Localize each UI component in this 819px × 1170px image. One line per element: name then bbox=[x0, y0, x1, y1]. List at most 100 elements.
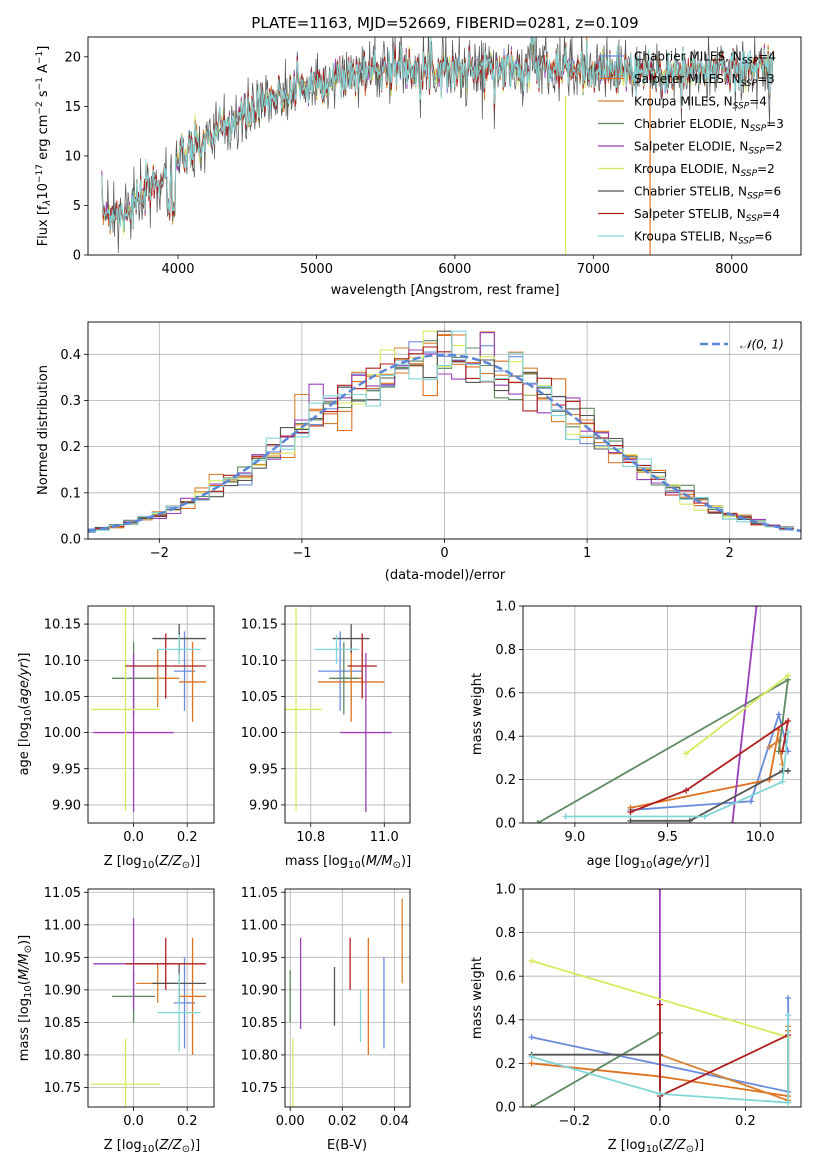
x-tick-label: 0.0 bbox=[650, 1114, 671, 1129]
y-tick-label: 0.8 bbox=[495, 926, 516, 941]
residual-legend: 𝒩(0, 1) bbox=[700, 338, 784, 352]
y-tick-label: 10 bbox=[64, 149, 81, 164]
y-tick-label: 1.0 bbox=[495, 600, 516, 615]
weight-marker bbox=[747, 798, 754, 805]
legend-label: Kroupa ELODIE, NSSP=2 bbox=[634, 162, 775, 179]
y-tick-label: 10.10 bbox=[241, 654, 278, 669]
weight-marker bbox=[779, 748, 786, 755]
weight-line bbox=[565, 731, 789, 818]
z-mass-panel: 0.0 0.2 10.75 10.80 10.85 10.90 10.95 11.00 11.0… bbox=[44, 886, 215, 1129]
z-weight-y-label: mass weight bbox=[470, 957, 485, 1039]
axes-frame bbox=[87, 605, 215, 824]
y-tick-label: 0.4 bbox=[495, 1013, 516, 1028]
y-tick-label: 0.8 bbox=[495, 643, 516, 658]
histogram-7 bbox=[88, 330, 794, 533]
y-tick-label: 0.2 bbox=[60, 440, 81, 455]
y-tick-label: 0.0 bbox=[60, 533, 81, 548]
axes-frame bbox=[87, 321, 802, 540]
y-tick-label: 10.95 bbox=[44, 951, 81, 966]
y-tick-label: 10.85 bbox=[241, 1016, 278, 1031]
z-weight-panel: −0.2 0.0 0.2 0.0 0.2 0.4 0.6 0.8 1.0 bbox=[495, 883, 802, 1129]
legend-label: Kroupa MILES, NSSP=4 bbox=[634, 95, 767, 112]
x-tick-label: 0 bbox=[440, 546, 448, 561]
weight-marker bbox=[656, 1104, 663, 1107]
legend-label: Salpeter ELODIE, NSSP=2 bbox=[634, 140, 783, 157]
weight-lines bbox=[528, 889, 792, 1107]
axes-frame bbox=[87, 36, 802, 256]
weight-marker bbox=[528, 1104, 535, 1107]
x-tick-label: 6000 bbox=[438, 262, 471, 277]
spectrum-x-label: wavelength [Angstrom, rest frame] bbox=[331, 283, 560, 298]
error-bars bbox=[289, 898, 403, 1107]
axes-frame bbox=[284, 605, 411, 824]
weight-marker bbox=[785, 672, 792, 679]
age-weight-panel: 9.0 9.5 10.0 0.0 0.2 0.4 0.6 0.8 1.0 bbox=[495, 600, 802, 845]
x-tick-label: 0.0 bbox=[123, 1114, 144, 1129]
y-tick-label: 11.05 bbox=[241, 886, 278, 901]
x-tick-label: 0.2 bbox=[177, 830, 198, 845]
histograms bbox=[88, 330, 801, 533]
z-weight-x-label: Z [log10(Z/Z⊙)] bbox=[608, 1138, 705, 1155]
spectrum-line-9 bbox=[101, 37, 774, 231]
weight-marker bbox=[528, 1034, 535, 1041]
y-tick-label: 10.05 bbox=[241, 690, 278, 705]
weight-marker bbox=[562, 813, 569, 820]
x-tick-label: 5000 bbox=[300, 262, 333, 277]
y-tick-label: 10.75 bbox=[44, 1081, 81, 1096]
normal-curve bbox=[88, 353, 801, 533]
error-bars bbox=[90, 918, 206, 1107]
axes-frame bbox=[522, 888, 802, 1108]
spectrum-y-label: Flux [fλ10−17 erg cm−2 s−1 A−1] bbox=[35, 46, 53, 247]
weight-marker bbox=[656, 889, 663, 892]
ebv-x-label: E(B-V) bbox=[327, 1138, 367, 1153]
x-tick-label: 0.0 bbox=[123, 830, 144, 845]
weight-marker bbox=[683, 750, 690, 757]
weight-marker bbox=[656, 1090, 663, 1097]
weight-line bbox=[531, 1015, 790, 1104]
weight-marker bbox=[534, 820, 541, 823]
x-tick-label: 10.8 bbox=[296, 830, 325, 845]
y-tick-label: 10.15 bbox=[241, 618, 278, 633]
legend-label: Chabrier MILES, NSSP=4 bbox=[634, 50, 776, 67]
y-tick-label: 10.85 bbox=[44, 1016, 81, 1031]
y-tick-label: 11.05 bbox=[44, 886, 81, 901]
x-tick-label: 1 bbox=[583, 546, 591, 561]
x-tick-label: 8000 bbox=[715, 262, 748, 277]
weight-marker bbox=[785, 767, 792, 774]
y-tick-label: 9.95 bbox=[52, 762, 81, 777]
y-tick-label: 0.2 bbox=[495, 773, 516, 788]
spectrum-panel: 4000 5000 6000 7000 8000 0 5 10 15 20 bbox=[64, 36, 802, 277]
x-tick-label: 7000 bbox=[577, 262, 610, 277]
weight-marker bbox=[775, 711, 782, 718]
z-mass-y-label: mass [log10(M/M⊙)] bbox=[17, 935, 34, 1061]
y-tick-label: 10.05 bbox=[44, 690, 81, 705]
y-tick-label: 10.75 bbox=[241, 1081, 278, 1096]
x-tick-label: 0.00 bbox=[276, 1114, 305, 1129]
x-tick-label: 0.2 bbox=[177, 1114, 198, 1129]
legend-label: Chabrier ELODIE, NSSP=3 bbox=[634, 117, 784, 134]
y-tick-label: 5 bbox=[73, 199, 81, 214]
x-tick-label: 11.0 bbox=[370, 830, 399, 845]
y-tick-label: 10.00 bbox=[44, 726, 81, 741]
y-tick-label: 0.6 bbox=[495, 686, 516, 701]
x-tick-label: 4000 bbox=[161, 262, 194, 277]
weight-marker bbox=[785, 718, 792, 725]
weight-line bbox=[630, 711, 789, 811]
age-weight-x-label: age [log10(age/yr)] bbox=[587, 854, 710, 871]
weight-line bbox=[531, 960, 789, 1039]
y-tick-label: 10.80 bbox=[241, 1048, 278, 1063]
weight-marker bbox=[785, 1099, 792, 1106]
mass-age-x-label: mass [log10(M/M⊙)] bbox=[285, 854, 411, 871]
x-tick-label: 0.04 bbox=[380, 1114, 409, 1129]
spectrum-legend: Chabrier MILES, NSSP=4 Salpeter MILES, NS… bbox=[598, 50, 784, 247]
x-tick-label: −0.2 bbox=[559, 1114, 591, 1129]
weight-marker bbox=[785, 728, 792, 735]
weight-marker bbox=[785, 1012, 792, 1019]
histogram-9 bbox=[88, 330, 794, 533]
residual-y-label: Normed distribution bbox=[36, 365, 51, 495]
x-tick-label: −2 bbox=[150, 546, 169, 561]
z-mass-x-label: Z [log10(Z/Z⊙)] bbox=[104, 1138, 201, 1155]
weight-marker bbox=[701, 813, 708, 820]
weight-marker bbox=[528, 1060, 535, 1067]
y-tick-label: 10.90 bbox=[241, 983, 278, 998]
